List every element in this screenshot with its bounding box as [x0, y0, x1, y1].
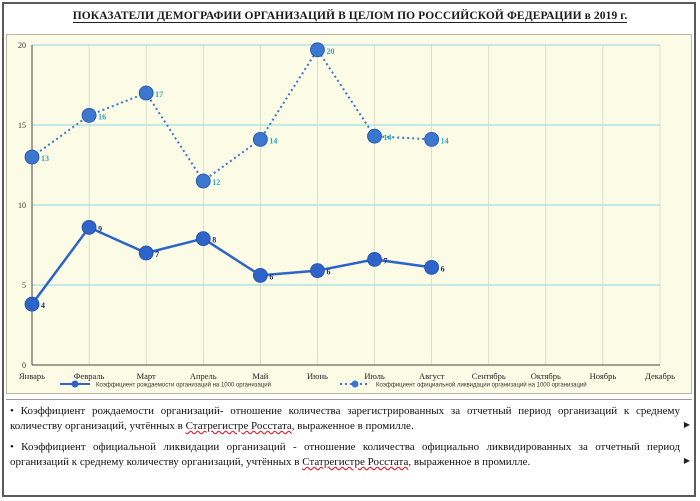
x-tick-label: Октябрь	[531, 371, 561, 381]
statregister-link: Статрегистре Росстата	[302, 456, 409, 468]
x-tick-label: Май	[252, 371, 268, 381]
legend-entry: Коэффициент официальной ликвидации орган…	[376, 382, 587, 389]
birth-rate-point	[24, 296, 40, 312]
liquidation-rate-point	[310, 42, 325, 58]
data-label: 6	[441, 264, 445, 273]
y-tick-label: 0	[22, 361, 26, 370]
x-tick-label: Апрель	[190, 371, 217, 381]
data-label: 6	[326, 268, 330, 277]
liquidation-rate-point	[195, 173, 211, 189]
x-tick-label: Декабрь	[645, 371, 675, 381]
birth-rate-point	[424, 259, 440, 275]
birth-rate-point	[138, 245, 154, 261]
x-tick-label: Февраль	[74, 371, 105, 381]
liquidation-rate-point	[252, 131, 268, 147]
data-label: 6	[269, 272, 273, 281]
x-tick-label: Август	[419, 371, 445, 381]
note-liquidation-rate: • Коэффициент официальной ликвидации орг…	[10, 441, 690, 468]
data-label: 14	[384, 133, 392, 142]
plot-area	[6, 34, 692, 394]
x-tick-label: Июнь	[307, 371, 328, 381]
legend-marker	[351, 380, 359, 388]
data-label: 9	[98, 224, 102, 233]
liquidation-rate-point	[138, 85, 154, 101]
data-label: 8	[212, 236, 216, 245]
birth-rate-point	[310, 263, 325, 279]
birth-rate-point	[367, 251, 382, 267]
y-tick-label: 5	[22, 281, 26, 290]
liquidation-rate-line	[31, 47, 432, 183]
x-tick-label: Сентябрь	[472, 371, 506, 381]
y-tick-label: 20	[18, 41, 26, 50]
data-label: 7	[384, 256, 388, 265]
data-label: 14	[269, 136, 277, 145]
data-label: 13	[41, 154, 49, 163]
note-birth-rate: • Коэффициент рождаемости организаций- о…	[10, 405, 690, 432]
y-tick-label: 10	[18, 201, 26, 210]
y-tick-label: 15	[18, 121, 26, 130]
liquidation-rate-point	[424, 131, 440, 147]
data-label: 12	[212, 178, 220, 187]
birth-rate-point	[81, 219, 97, 235]
liquidation-rate-point	[24, 149, 40, 165]
chart-title: ПОКАЗАТЕЛИ ДЕМОГРАФИИ ОРГАНИЗАЦИЙ В ЦЕЛО…	[72, 10, 628, 23]
birth-rate-line	[30, 225, 432, 305]
definitions: • Коэффициент рождаемости организаций- о…	[10, 404, 690, 476]
data-label: 17	[155, 90, 163, 99]
notes-separator	[6, 399, 692, 400]
legend-marker	[71, 380, 79, 388]
data-label: 20	[326, 47, 334, 56]
data-label: 14	[441, 136, 449, 145]
legend-entry: Коэффициент рождаемости организаций на 1…	[96, 382, 271, 389]
x-tick-label: Ноябрь	[590, 371, 617, 381]
x-tick-label: Июль	[364, 371, 385, 381]
data-label: 4	[41, 301, 45, 310]
statregister-link: Статрегистре Росстата	[185, 420, 292, 432]
birth-rate-point	[195, 231, 211, 247]
note-marker-icon: ▶	[683, 456, 690, 465]
data-label: 7	[155, 250, 159, 259]
liquidation-rate-point	[81, 108, 97, 123]
x-tick-label: Март	[137, 371, 156, 381]
data-label: 16	[98, 112, 106, 121]
liquidation-rate-point	[367, 128, 382, 144]
birth-rate-point	[252, 267, 268, 283]
x-tick-label: Январь	[19, 371, 45, 381]
note-marker-icon: ▶	[683, 420, 690, 429]
